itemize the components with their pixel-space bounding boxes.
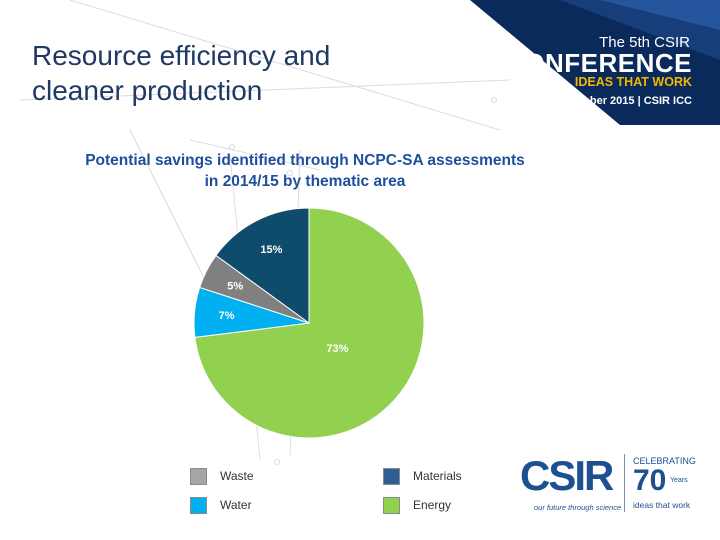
slide-title: Resource efficiency and cleaner producti…: [32, 38, 432, 108]
chart-title-line2: in 2014/15 by thematic area: [204, 173, 406, 190]
celebrating-ideas: ideas that work: [633, 500, 691, 510]
slide-title-line2: cleaner production: [32, 75, 263, 106]
csir-logo-divider: [624, 454, 625, 512]
csir-logo-tagline: our future through science: [534, 503, 622, 512]
conference-tagline: IDEAS THAT WORK: [574, 75, 692, 89]
legend-swatch-materials: [383, 468, 400, 485]
conference-title: CONFERENCE: [504, 48, 692, 78]
legend-label-water: Water: [220, 498, 252, 512]
conference-edition: The 5th CSIR: [599, 34, 690, 51]
chart-title-line1: Potential savings identified through NCP…: [85, 152, 525, 169]
slide-title-line1: Resource efficiency and: [32, 40, 331, 71]
conference-banner: The 5th CSIR CONFERENCE IDEAS THAT WORK …: [470, 0, 720, 125]
legend-label-materials: Materials: [413, 469, 462, 483]
chart-title: Potential savings identified through NCP…: [20, 150, 590, 192]
pie-label-materials: 15%: [260, 244, 282, 256]
conference-date: 8-9 October 2015 | CSIR ICC: [545, 95, 692, 107]
csir-logo: CSIR our future through science CELEBRAT…: [520, 450, 715, 520]
pie-label-water: 7%: [219, 310, 235, 322]
pie-label-waste: 5%: [227, 280, 243, 292]
celebrating-number: 70: [633, 464, 667, 497]
pie-slice-materials: [215, 207, 310, 324]
legend-label-waste: Waste: [220, 469, 254, 483]
legend-swatch-waste: [190, 468, 207, 485]
legend-label-energy: Energy: [413, 498, 452, 512]
legend-swatch-energy: [383, 497, 400, 514]
conference-banner-bg: [470, 0, 720, 125]
pie-label-energy: 73%: [326, 343, 348, 355]
celebrating-years: Years: [670, 477, 688, 484]
celebrating-label: CELEBRATING: [633, 456, 696, 466]
csir-logo-word: CSIR: [520, 452, 614, 499]
legend-swatch-water: [190, 497, 207, 514]
